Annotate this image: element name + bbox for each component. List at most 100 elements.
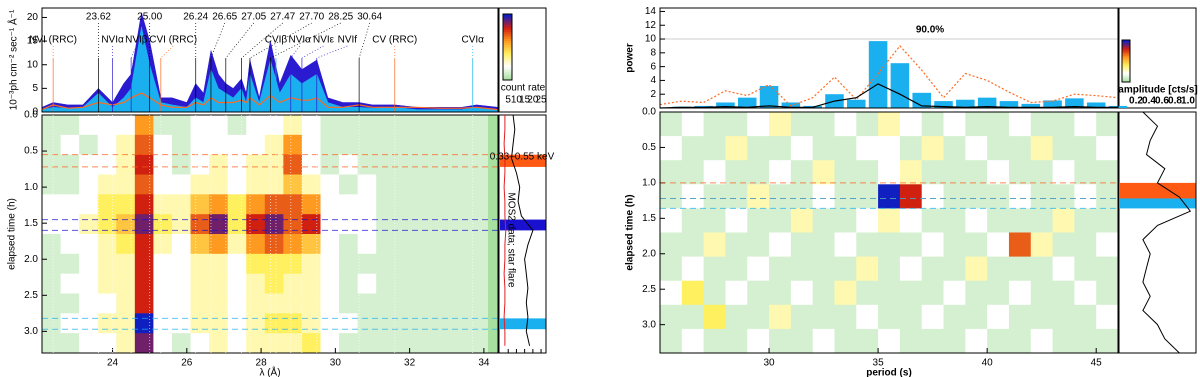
power-bar (1086, 102, 1106, 108)
heatmap-cell (769, 304, 792, 330)
heatmap-cell (153, 313, 173, 334)
heatmap-cell (264, 214, 284, 235)
colorbar-step (1122, 69, 1130, 72)
colorbar-step (503, 14, 512, 17)
heatmap-cell (790, 280, 814, 306)
heatmap-cell (987, 208, 1010, 233)
colorbar-step (503, 40, 512, 44)
colorbar-step (503, 51, 512, 55)
heatmap-cell (283, 293, 303, 314)
heatmap-cell (97, 234, 117, 255)
heatmap-cell (357, 313, 377, 334)
heatmap-cell (134, 154, 154, 175)
heatmap-cell (1074, 304, 1097, 330)
heatmap-cell (943, 280, 966, 306)
heatmap-cell (790, 256, 814, 282)
heatmap-cell (1030, 280, 1053, 306)
line-leader (241, 22, 283, 59)
heatmap-cell (171, 293, 191, 314)
heatmap-cell (79, 333, 99, 354)
x-tick-label: 32 (404, 358, 416, 369)
heatmap-cell (227, 194, 247, 215)
heatmap-cell (264, 333, 284, 354)
heatmap-cell (171, 174, 191, 195)
heatmap-cell (320, 273, 340, 294)
heatmap-cell (1008, 304, 1032, 330)
heatmap-cell (301, 174, 321, 195)
heatmap-cell (60, 234, 80, 255)
heatmap-cell (856, 232, 879, 257)
line-leader (225, 22, 255, 59)
heatmap-cell (153, 234, 173, 255)
heatmap-cell (394, 115, 414, 136)
line-label: 27.05 (241, 12, 266, 23)
heatmap-cell (171, 115, 191, 136)
y-tick-label: 4 (650, 75, 656, 86)
heatmap-cell (42, 134, 61, 156)
y-tick-label: 0 (32, 107, 38, 118)
heatmap-cell (921, 304, 944, 330)
heatmap-cell (834, 304, 857, 330)
heatmap-cell (153, 273, 173, 294)
y-tick-label: 1.0 (24, 182, 38, 193)
heatmap-cell (320, 214, 340, 235)
line-label: CVIα (462, 35, 485, 46)
heatmap-cell (790, 304, 814, 330)
heatmap-cell (469, 253, 489, 275)
heatmap-cell (703, 256, 726, 282)
heatmap-cell (469, 174, 489, 195)
heatmap-cell (227, 273, 247, 294)
line-label: CVIβ (265, 35, 288, 46)
heatmap-cell (283, 253, 303, 275)
line-leader (160, 45, 174, 59)
heatmap-cell (965, 304, 988, 330)
heatmap-cell (264, 273, 284, 294)
line-label: 23.62 (86, 12, 111, 23)
lightcurve-tick-label: 15 (519, 95, 531, 106)
heatmap-cell (264, 115, 284, 136)
heatmap-cell (283, 214, 303, 235)
heatmap-cell (209, 174, 229, 195)
heatmap-cell (943, 256, 966, 282)
heatmap-cell (681, 112, 705, 137)
heatmap-cell (190, 273, 210, 294)
colorbar-tick-label: 0.8 (1168, 96, 1182, 107)
heatmap-cell (431, 253, 451, 275)
heatmap-cell (79, 174, 99, 195)
heatmap-cell (357, 253, 377, 275)
colorbar-step (1122, 56, 1130, 59)
heatmap-cell (469, 293, 489, 314)
heatmap-cell (116, 194, 136, 215)
heatmap-cell (725, 184, 748, 209)
heatmap-cell (834, 232, 857, 257)
y-tick-label: 0.5 (24, 146, 38, 157)
heatmap-cell (376, 234, 396, 255)
heatmap-cell (301, 273, 321, 294)
power-frame (659, 7, 1119, 109)
heatmap-cell (227, 174, 247, 195)
colorbar-step (503, 16, 512, 19)
heatmap-cell (899, 328, 923, 354)
heatmap-cell (339, 134, 359, 156)
heatmap-cell (987, 160, 1010, 185)
heatmap-cell (42, 194, 61, 215)
y-tick-label: 2.0 (642, 248, 656, 259)
heatmap-cell (943, 208, 966, 233)
heatmap-cell (1096, 184, 1119, 209)
heatmap-cell (190, 253, 210, 275)
series-line (659, 44, 1119, 107)
side-frame (498, 114, 547, 354)
heatmap-cell (1052, 280, 1075, 306)
heatmap-cell (431, 234, 451, 255)
heatmap-cell (394, 154, 414, 175)
colorbar-step (503, 62, 512, 66)
heatmap-cell (320, 293, 340, 314)
heatmap-cell (134, 333, 154, 354)
heatmap-cell (921, 160, 944, 185)
heatmap-cell (943, 136, 966, 161)
line-leader (130, 45, 137, 59)
heatmap-cell (469, 154, 489, 175)
heatmap-cell (769, 232, 792, 257)
heatmap-cell (1074, 208, 1097, 233)
colorbar-label: amplitude [cts/s] (1118, 85, 1197, 96)
